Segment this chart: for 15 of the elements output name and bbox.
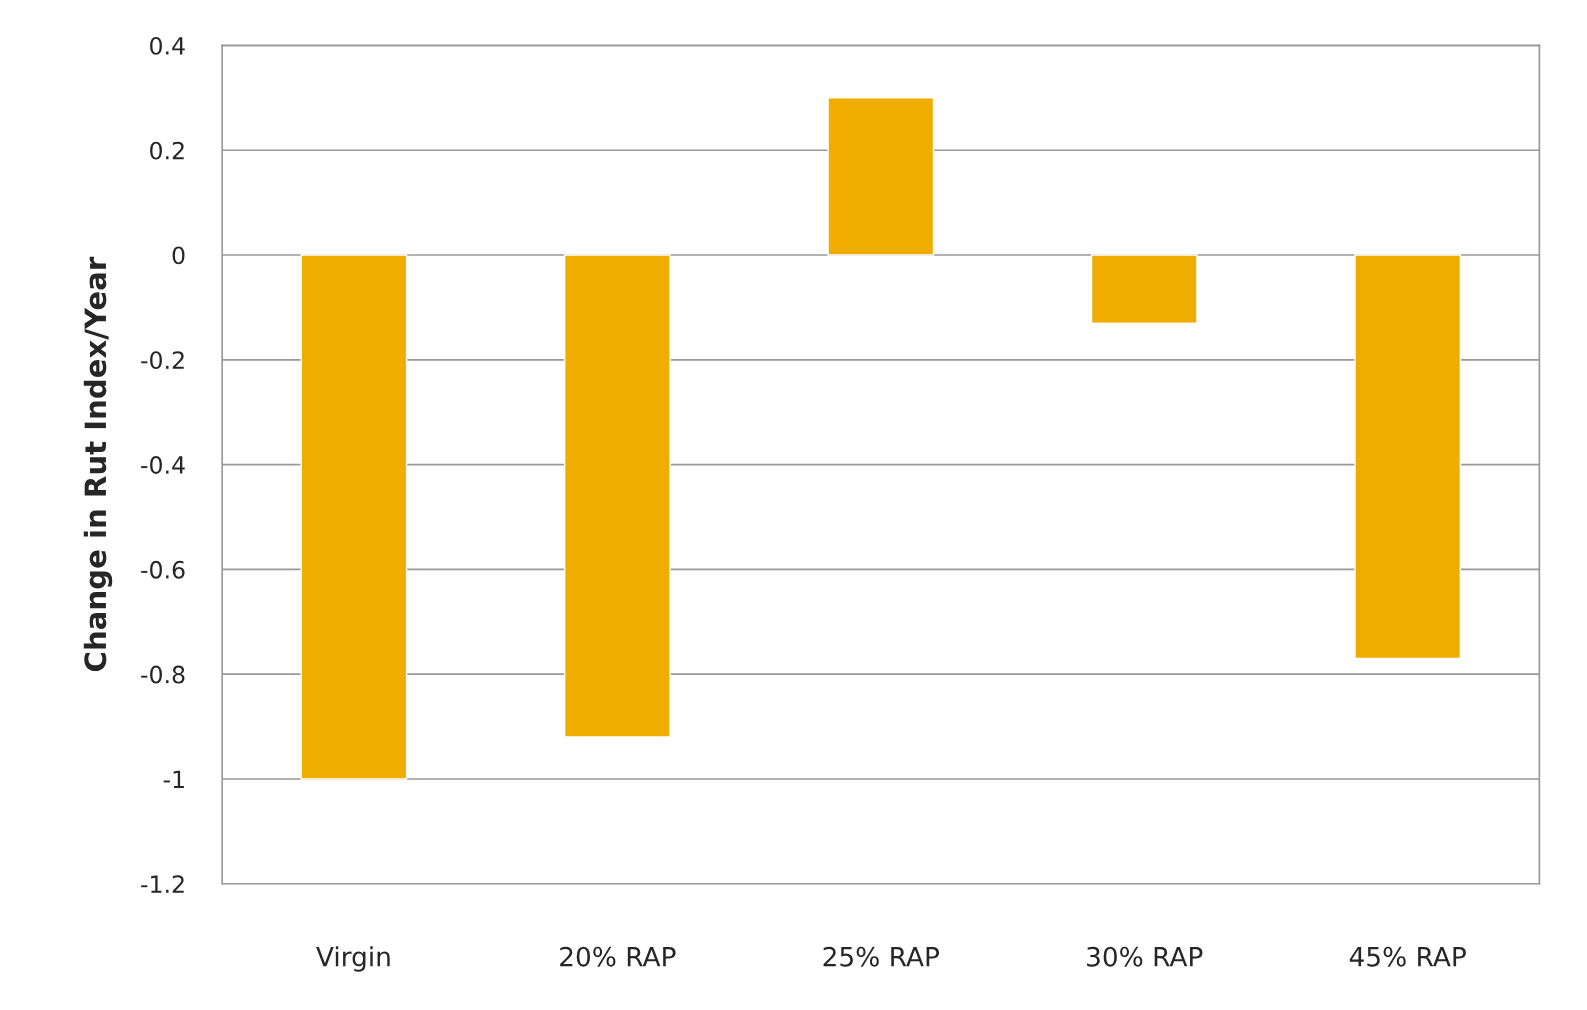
y-tick-label: -0.4 [141, 456, 185, 474]
y-tick-label: 0.2 [150, 141, 184, 160]
x-tick-label: 25% RAP [823, 946, 940, 967]
y-tick-label: -0.6 [141, 560, 185, 579]
y-tick-label: -0.8 [141, 665, 185, 684]
x-tick-label: 45% RAP [1349, 946, 1466, 967]
y-tick-label: -1.2 [141, 875, 184, 893]
y-tick-label: 0 [172, 246, 185, 265]
y-tick-label: -1 [163, 770, 184, 788]
x-tick-label: Virgin [316, 946, 390, 972]
y-tick-label: -0.2 [141, 351, 184, 370]
y-tick-label: 0.4 [150, 36, 185, 55]
x-tick-label: 20% RAP [560, 946, 676, 967]
x-tick-label: 30% RAP [1087, 946, 1203, 967]
y-axis-title: Change in Rut Index/Year [83, 256, 113, 671]
